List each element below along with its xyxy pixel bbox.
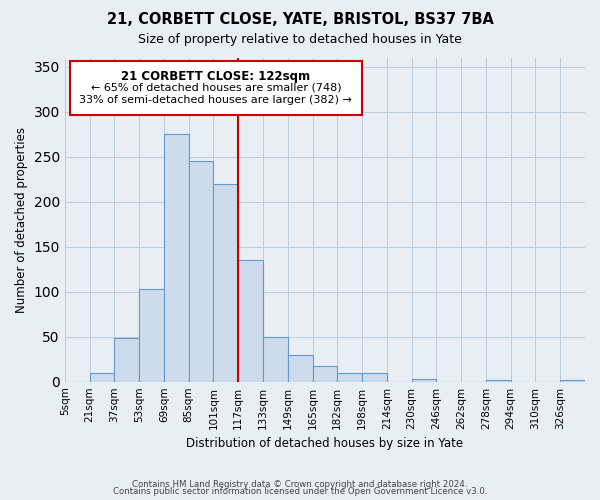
Bar bbox=[263, 336, 288, 382]
Bar bbox=[486, 380, 511, 382]
Bar bbox=[115, 338, 139, 382]
Bar bbox=[139, 289, 164, 382]
Bar bbox=[337, 372, 362, 382]
Text: Size of property relative to detached houses in Yate: Size of property relative to detached ho… bbox=[138, 32, 462, 46]
Text: 21 CORBETT CLOSE: 122sqm: 21 CORBETT CLOSE: 122sqm bbox=[121, 70, 310, 83]
Y-axis label: Number of detached properties: Number of detached properties bbox=[15, 126, 28, 312]
X-axis label: Distribution of detached houses by size in Yate: Distribution of detached houses by size … bbox=[187, 437, 463, 450]
Bar bbox=[164, 134, 188, 382]
Text: 33% of semi-detached houses are larger (382) →: 33% of semi-detached houses are larger (… bbox=[79, 96, 352, 106]
Text: ← 65% of detached houses are smaller (748): ← 65% of detached houses are smaller (74… bbox=[91, 82, 341, 92]
Bar bbox=[238, 260, 263, 382]
Bar bbox=[89, 372, 115, 382]
Text: 21, CORBETT CLOSE, YATE, BRISTOL, BS37 7BA: 21, CORBETT CLOSE, YATE, BRISTOL, BS37 7… bbox=[107, 12, 493, 28]
Bar bbox=[560, 380, 585, 382]
Bar bbox=[214, 184, 238, 382]
Bar bbox=[313, 366, 337, 382]
Bar bbox=[288, 354, 313, 382]
Text: Contains public sector information licensed under the Open Government Licence v3: Contains public sector information licen… bbox=[113, 488, 487, 496]
Text: Contains HM Land Registry data © Crown copyright and database right 2024.: Contains HM Land Registry data © Crown c… bbox=[132, 480, 468, 489]
FancyBboxPatch shape bbox=[70, 61, 362, 115]
Bar bbox=[362, 372, 387, 382]
Bar bbox=[188, 161, 214, 382]
Bar bbox=[412, 379, 436, 382]
